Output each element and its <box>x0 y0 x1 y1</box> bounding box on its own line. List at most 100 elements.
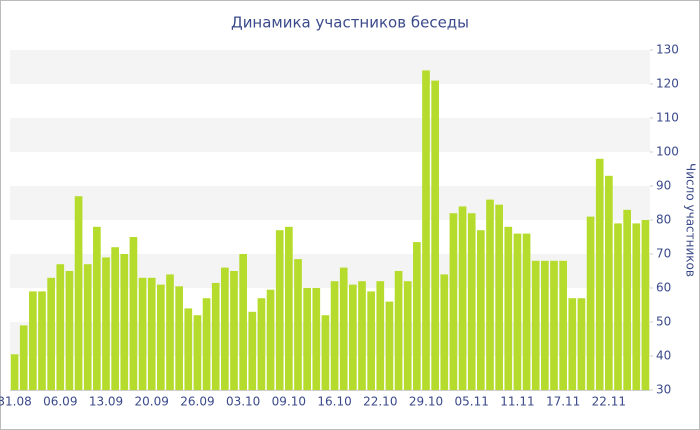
y-tick-label: 80 <box>656 213 671 227</box>
y-axis-label: Число участников <box>684 163 698 277</box>
bar <box>175 286 183 390</box>
bar <box>513 233 522 390</box>
bar <box>568 298 577 390</box>
bar <box>577 298 586 390</box>
x-tick-label: 06.09 <box>43 395 77 409</box>
bar <box>394 271 403 390</box>
bar <box>358 281 366 390</box>
bar <box>321 315 330 390</box>
bar <box>550 260 558 390</box>
bar <box>239 254 247 390</box>
y-tick-label: 60 <box>656 281 671 295</box>
x-tick-label: 22.11 <box>592 395 626 409</box>
y-tick-label: 130 <box>656 43 679 57</box>
bar <box>19 325 28 390</box>
grid-band <box>10 118 650 152</box>
bar <box>522 233 531 390</box>
bar <box>120 254 129 390</box>
y-tick-label: 120 <box>656 77 679 91</box>
x-tick-label: 11.11 <box>500 395 534 409</box>
bar <box>422 70 430 391</box>
bar <box>531 260 540 390</box>
y-tick-label: 50 <box>656 315 671 329</box>
y-tick-label: 30 <box>656 383 671 397</box>
bar <box>248 311 257 390</box>
grid-band <box>10 50 650 84</box>
x-tick-label: 16.10 <box>317 395 351 409</box>
bar <box>193 315 202 390</box>
bar <box>413 242 421 390</box>
y-tick-label: 40 <box>656 349 671 363</box>
bar <box>38 291 46 390</box>
bar <box>111 247 119 390</box>
bar <box>157 284 165 390</box>
y-tick-label: 100 <box>656 145 679 159</box>
bar <box>65 271 74 390</box>
bar <box>431 80 439 390</box>
bar <box>467 213 476 390</box>
bar <box>440 274 449 390</box>
bar <box>641 220 650 390</box>
x-tick-label: 13.09 <box>89 395 123 409</box>
bar <box>449 213 458 390</box>
bar <box>495 204 503 390</box>
bar <box>56 264 65 390</box>
bar <box>93 226 101 390</box>
bar <box>74 196 83 390</box>
bar <box>632 223 641 390</box>
bar <box>10 354 19 390</box>
bar <box>257 298 266 390</box>
bar <box>147 277 156 390</box>
bar <box>477 230 485 390</box>
bar <box>47 277 55 390</box>
bar <box>403 281 412 390</box>
x-tick-label: 26.09 <box>180 395 214 409</box>
grid-band <box>10 186 650 220</box>
bar <box>623 209 631 390</box>
bar <box>285 226 293 390</box>
bar <box>184 308 193 390</box>
x-tick-label: 03.10 <box>226 395 260 409</box>
bar <box>275 230 284 390</box>
bar <box>221 267 229 390</box>
y-tick-label: 90 <box>656 179 671 193</box>
bar <box>376 281 385 390</box>
x-tick-label: 31.08 <box>0 395 32 409</box>
bar <box>303 288 311 390</box>
chart-title: Динамика участников беседы <box>231 14 469 32</box>
bar <box>29 291 37 390</box>
bar <box>138 277 147 390</box>
bar <box>129 237 138 390</box>
bar <box>312 288 321 390</box>
bar <box>486 199 494 390</box>
bar <box>202 298 211 390</box>
x-tick-label: 22.10 <box>363 395 397 409</box>
x-tick-label: 20.09 <box>135 395 169 409</box>
bar <box>102 257 110 390</box>
bar <box>294 259 302 390</box>
bar <box>349 284 357 390</box>
y-tick-label: 110 <box>656 111 679 125</box>
bar <box>339 267 348 390</box>
bar <box>166 274 174 390</box>
bar <box>586 216 595 390</box>
bar <box>266 289 275 390</box>
x-tick-label: 05.11 <box>455 395 489 409</box>
bar <box>367 291 375 390</box>
bar <box>605 175 613 390</box>
bar <box>330 281 339 390</box>
x-tick-label: 29.10 <box>409 395 443 409</box>
bar <box>614 223 622 390</box>
bar <box>541 260 549 390</box>
bar <box>385 301 394 390</box>
bar <box>211 282 220 390</box>
bar <box>559 260 567 390</box>
bar <box>230 271 238 390</box>
x-tick-label: 17.11 <box>546 395 580 409</box>
bar <box>83 264 92 390</box>
bar <box>504 226 513 390</box>
y-tick-label: 70 <box>656 247 671 261</box>
bar <box>595 158 604 390</box>
